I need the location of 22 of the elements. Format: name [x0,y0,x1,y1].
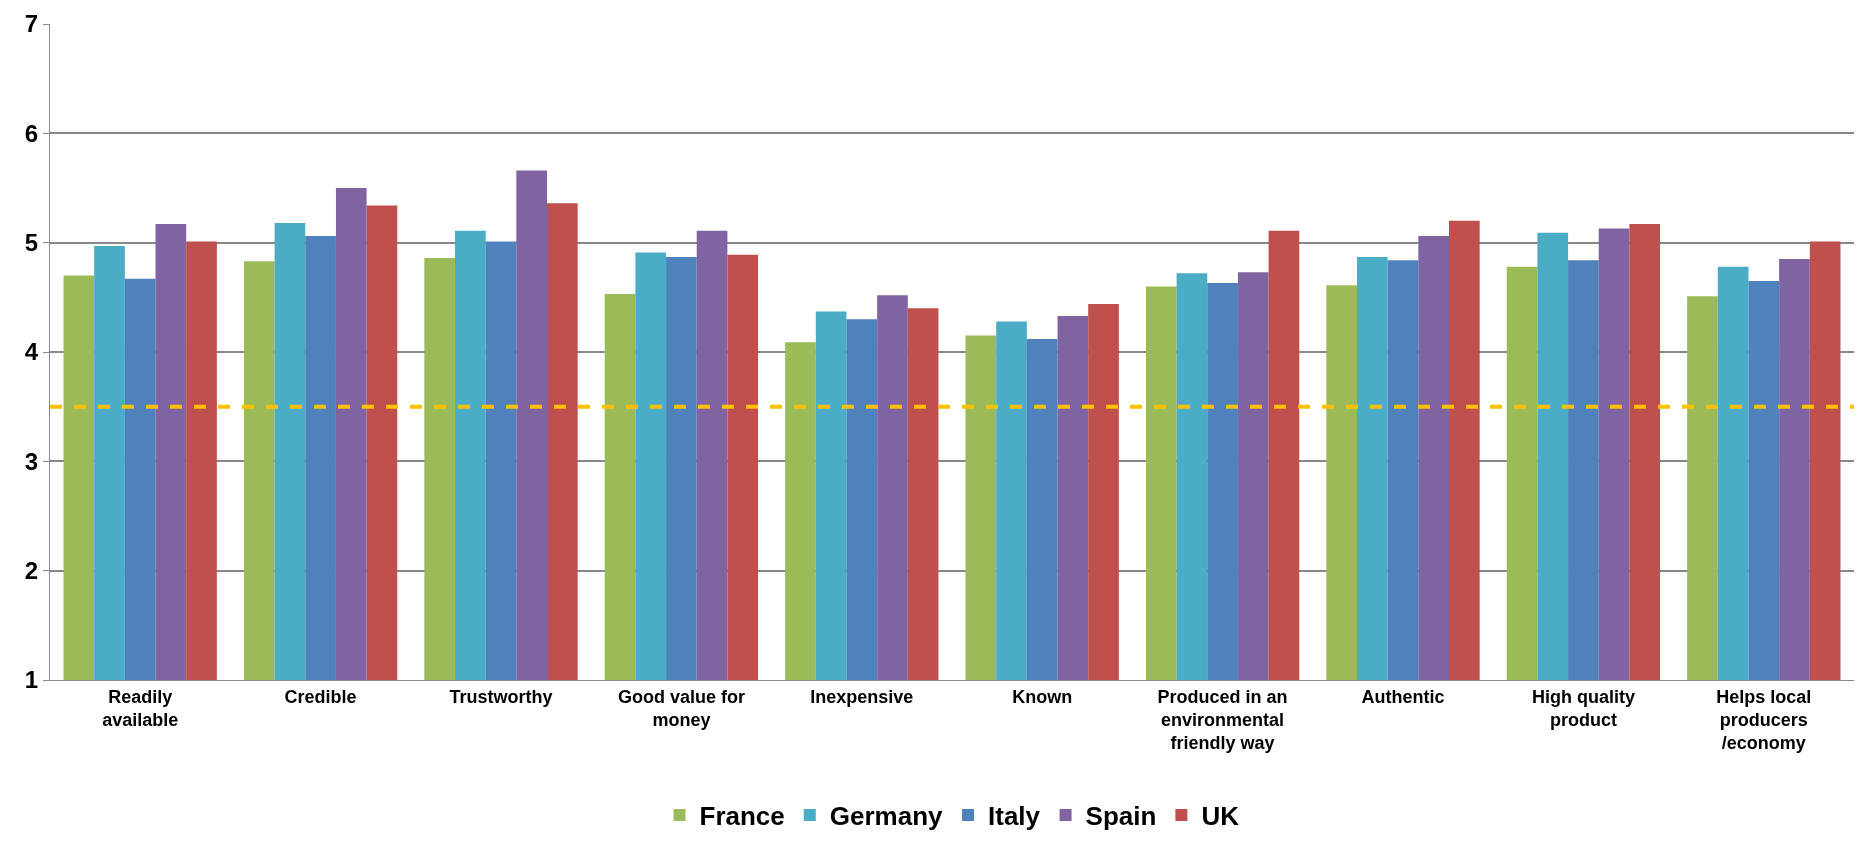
legend-label: Germany [829,801,944,832]
y-tick-label: 2 [24,557,39,585]
y-tick-label: 3 [24,447,39,475]
y-tick-label: 4 [24,338,39,366]
x-tick-label: Helps local producers /economy [1716,686,1812,754]
y-tick-label: 1 [24,666,39,694]
x-tick-label: High quality product [1531,686,1635,730]
x-tick-label: Credible [284,686,357,707]
legend-label: UK [1201,801,1240,832]
y-tick-label: 5 [24,229,39,257]
x-tick-label: Authentic [1361,686,1445,707]
legend-label: Spain [1085,801,1157,832]
y-tick-label: 6 [24,119,39,147]
y-tick-label: 7 [24,10,39,38]
x-tick-label: Inexpensive [810,686,914,707]
legend-label: France [699,801,785,832]
legend-label: Italy [988,801,1041,832]
x-tick-label: Produced in an environmental friendly way [1157,686,1288,754]
x-tick-label: Trustworthy [449,686,553,707]
x-tick-label: Readily available [102,686,179,730]
x-tick-label: Good value for money [617,686,745,730]
x-tick-label: Known [1012,686,1073,707]
